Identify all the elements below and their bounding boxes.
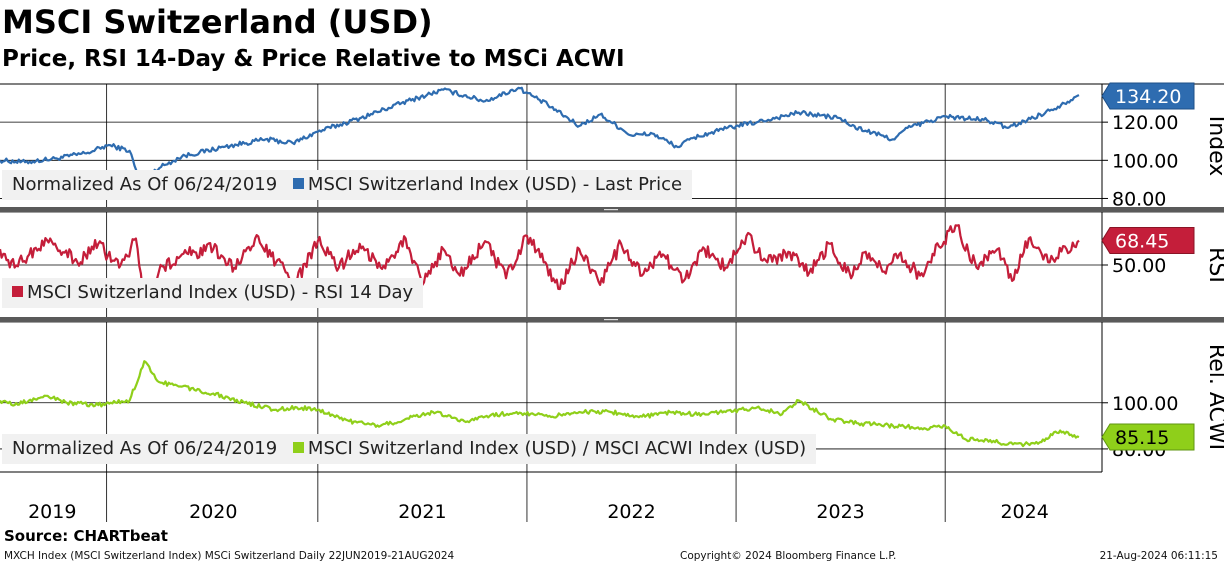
legend-price: Normalized As Of 06/24/2019 MSCI Switzer… [2,170,693,200]
legend-relative-swatch [292,442,304,453]
footer-left: MXCH Index (MSCI Switzerland Index) MSCi… [4,550,455,562]
separator-grip-0 [604,209,618,211]
legend-price-swatch [292,178,304,189]
legend-relative-prefix: Normalized As Of 06/24/2019 [12,438,278,459]
footer-right: 21-Aug-2024 06:11:15 [1099,550,1218,562]
legend-relative-series: MSCI Switzerland Index (USD) / MSCI ACWI… [307,438,807,459]
chart-title: MSCI Switzerland (USD) [2,3,433,41]
chart-subtitle: Price, RSI 14-Day & Price Relative to MS… [2,46,625,72]
last-value-tag-rsi: 68.45 [1101,227,1195,255]
tick-label-price-1: 100.00 [1112,150,1178,172]
series-line-relative [0,360,1080,448]
series-line-price [0,86,1080,196]
axis-label-rsi: RSI [1204,247,1224,283]
tick-label-price-0: 80.00 [1112,188,1166,210]
separator-grip-1 [604,319,618,321]
tick-label-rsi-0: 50.00 [1112,255,1166,277]
footer-center: Copyright© 2024 Bloomberg Finance L.P. [680,550,897,562]
tick-label-price-2: 120.00 [1112,112,1178,134]
legend-price-series: MSCI Switzerland Index (USD) - Last Pric… [307,174,683,195]
x-tick-label-2022: 2022 [607,501,655,523]
last-value-tag-price: 134.20 [1101,82,1195,110]
source-note: Source: CHARTbeat [4,527,168,545]
legend-rsi-series: MSCI Switzerland Index (USD) - RSI 14 Da… [27,282,414,303]
last-value-label-price: 134.20 [1115,86,1181,108]
last-value-badge-relative [1101,423,1195,451]
axis-label-price: Index [1204,116,1224,177]
x-tick-label-2021: 2021 [398,501,446,523]
last-value-badge-rsi [1101,227,1195,255]
series-line-rsi [0,224,1080,304]
x-tick-label-2020: 2020 [189,501,237,523]
last-value-tag-relative: 85.15 [1101,423,1195,451]
last-value-label-relative: 85.15 [1115,427,1169,449]
x-tick-label-2019: 2019 [28,501,76,523]
x-tick-label-2023: 2023 [816,501,864,523]
last-value-badge-price [1101,82,1195,110]
tick-label-relative-1: 100.00 [1112,393,1178,415]
legend-relative: Normalized As Of 06/24/2019 MSCI Switzer… [2,434,817,464]
legend-rsi: MSCI Switzerland Index (USD) - RSI 14 Da… [2,278,424,308]
last-value-label-rsi: 68.45 [1115,231,1169,253]
legend-price-prefix: Normalized As Of 06/24/2019 [12,174,278,195]
x-tick-label-2024: 2024 [1000,501,1048,523]
axis-label-relative: Rel. ACWI [1204,344,1224,450]
legend-rsi-swatch [12,286,23,297]
